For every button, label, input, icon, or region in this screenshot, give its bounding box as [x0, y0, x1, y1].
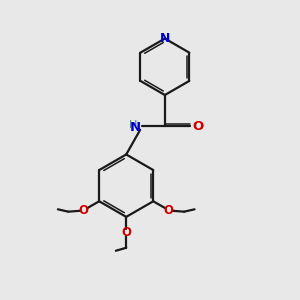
Text: O: O: [192, 120, 203, 133]
Text: O: O: [121, 226, 131, 239]
Text: O: O: [164, 204, 174, 217]
Text: N: N: [130, 121, 141, 134]
Text: O: O: [79, 204, 89, 217]
Text: N: N: [160, 32, 170, 45]
Text: H: H: [129, 120, 137, 130]
